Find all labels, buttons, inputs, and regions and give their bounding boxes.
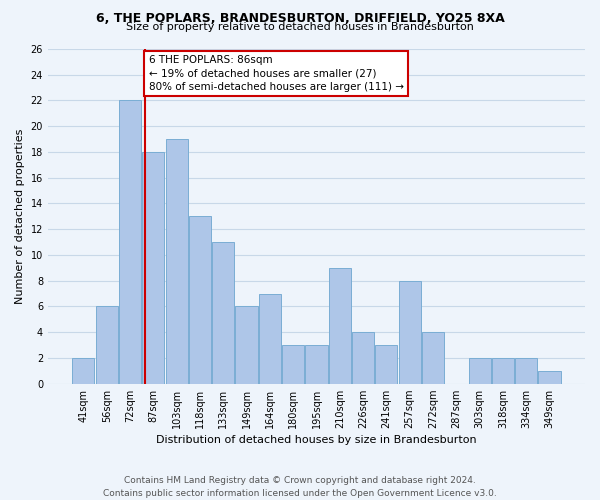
Bar	[235, 306, 257, 384]
Bar	[538, 371, 560, 384]
Bar	[352, 332, 374, 384]
Bar	[119, 100, 141, 384]
Bar	[329, 268, 351, 384]
Y-axis label: Number of detached properties: Number of detached properties	[15, 128, 25, 304]
Bar	[259, 294, 281, 384]
X-axis label: Distribution of detached houses by size in Brandesburton: Distribution of detached houses by size …	[156, 435, 477, 445]
Text: Size of property relative to detached houses in Brandesburton: Size of property relative to detached ho…	[126, 22, 474, 32]
Bar	[166, 139, 188, 384]
Bar	[95, 306, 118, 384]
Bar	[142, 152, 164, 384]
Bar	[189, 216, 211, 384]
Text: Contains HM Land Registry data © Crown copyright and database right 2024.
Contai: Contains HM Land Registry data © Crown c…	[103, 476, 497, 498]
Bar	[515, 358, 537, 384]
Bar	[422, 332, 444, 384]
Bar	[73, 358, 94, 384]
Bar	[212, 242, 235, 384]
Text: 6, THE POPLARS, BRANDESBURTON, DRIFFIELD, YO25 8XA: 6, THE POPLARS, BRANDESBURTON, DRIFFIELD…	[95, 12, 505, 26]
Bar	[376, 345, 397, 384]
Bar	[398, 280, 421, 384]
Bar	[492, 358, 514, 384]
Bar	[305, 345, 328, 384]
Bar	[469, 358, 491, 384]
Text: 6 THE POPLARS: 86sqm
← 19% of detached houses are smaller (27)
80% of semi-detac: 6 THE POPLARS: 86sqm ← 19% of detached h…	[149, 56, 404, 92]
Bar	[282, 345, 304, 384]
